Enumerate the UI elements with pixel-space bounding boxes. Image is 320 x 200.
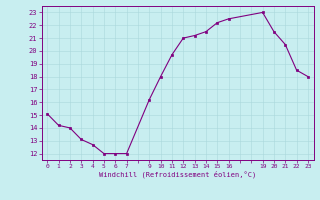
- X-axis label: Windchill (Refroidissement éolien,°C): Windchill (Refroidissement éolien,°C): [99, 171, 256, 178]
